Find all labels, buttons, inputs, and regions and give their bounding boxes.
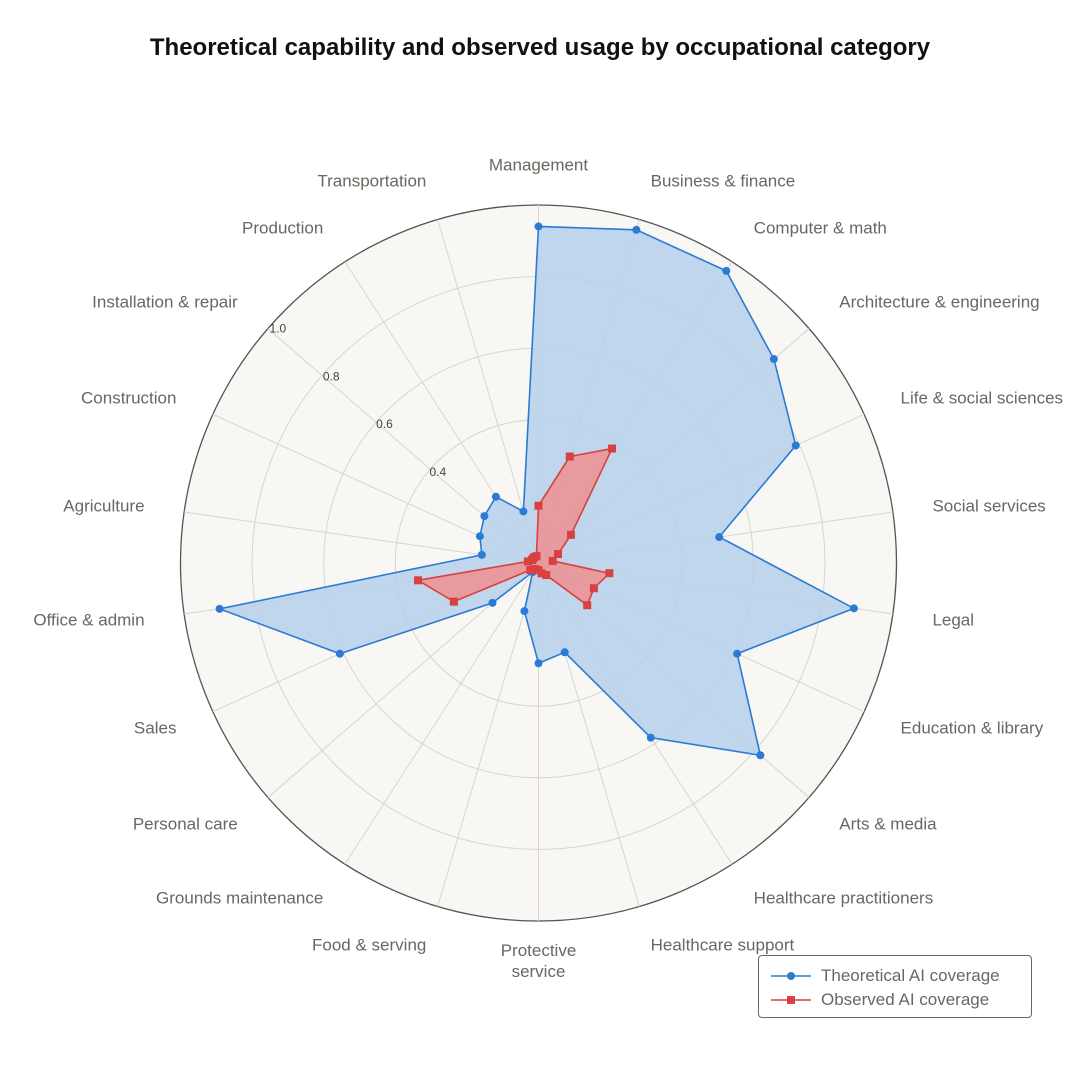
data-point: [523, 557, 532, 566]
category-label: Legal: [932, 610, 975, 630]
category-label: Food & serving: [312, 935, 427, 955]
data-point: [791, 441, 800, 450]
data-point: [477, 550, 486, 559]
category-label: Social services: [932, 496, 1046, 516]
category-label: Transportation: [317, 171, 427, 191]
category-label: Production: [242, 218, 324, 238]
data-point: [488, 598, 497, 607]
legend-marker: [787, 996, 795, 1004]
data-point: [722, 266, 731, 275]
data-point: [646, 733, 655, 742]
legend-marker: [787, 972, 795, 980]
spoke: [437, 562, 539, 907]
legend-item: Theoretical AI coverage: [771, 964, 1019, 988]
data-point: [632, 225, 641, 234]
r-tick-label: 1.0: [270, 322, 287, 336]
category-label: Arts & media: [839, 814, 937, 834]
category-label: Management: [488, 155, 589, 175]
r-tick-label: 0.6: [376, 417, 393, 431]
data-point: [414, 576, 423, 585]
category-label: Installation & repair: [92, 292, 238, 312]
r-tick-label: 0.4: [429, 465, 446, 479]
category-label: Office & admin: [33, 610, 145, 630]
category-label: Life & social sciences: [900, 388, 1064, 408]
chart-title: Theoretical capability and observed usag…: [149, 34, 931, 61]
data-point: [534, 222, 543, 231]
data-point: [605, 569, 614, 578]
legend-swatch: [771, 996, 811, 1004]
legend-label: Theoretical AI coverage: [821, 966, 1000, 985]
category-label: Agriculture: [63, 496, 145, 516]
spoke: [437, 219, 539, 564]
data-point: [565, 452, 574, 461]
data-point: [548, 556, 557, 565]
data-point: [589, 584, 598, 593]
legend-swatch: [771, 972, 811, 980]
data-point: [449, 597, 458, 606]
legend-label: Observed AI coverage: [821, 990, 990, 1009]
category-label: Architecture & engineering: [839, 292, 1040, 312]
data-point: [335, 649, 344, 658]
data-point: [480, 512, 489, 521]
data-point: [526, 566, 535, 575]
data-point: [520, 607, 529, 616]
data-point: [475, 532, 484, 541]
category-label: Grounds maintenance: [156, 888, 324, 908]
data-point: [491, 492, 500, 501]
category-label: Education & library: [900, 718, 1044, 738]
data-point: [849, 604, 858, 613]
legend-item: Observed AI coverage: [771, 988, 1019, 1012]
category-label: Sales: [133, 718, 177, 738]
data-point: [532, 552, 541, 561]
data-point: [534, 659, 543, 668]
data-point: [715, 533, 724, 542]
data-point: [560, 648, 569, 657]
category-label: Computer & math: [753, 218, 887, 238]
data-point: [534, 501, 543, 510]
data-point: [733, 649, 742, 658]
data-point: [530, 565, 539, 574]
category-label: Protective service: [500, 941, 577, 981]
r-tick-label: 0.8: [323, 369, 340, 383]
category-label: Personal care: [132, 814, 238, 834]
category-label: Healthcare practitioners: [753, 888, 934, 908]
category-label: Healthcare support: [650, 935, 795, 955]
data-point: [756, 751, 765, 760]
data-point: [608, 444, 617, 453]
category-label: Construction: [81, 388, 177, 408]
data-point: [566, 530, 575, 539]
data-point: [554, 550, 563, 559]
data-point: [215, 604, 224, 613]
legend: Theoretical AI coverage Observed AI cover…: [758, 955, 1032, 1018]
category-label: Business & finance: [650, 171, 796, 191]
data-point: [519, 507, 528, 516]
data-point: [583, 601, 592, 610]
data-point: [769, 355, 778, 364]
data-point: [542, 571, 551, 580]
spoke: [344, 562, 539, 865]
